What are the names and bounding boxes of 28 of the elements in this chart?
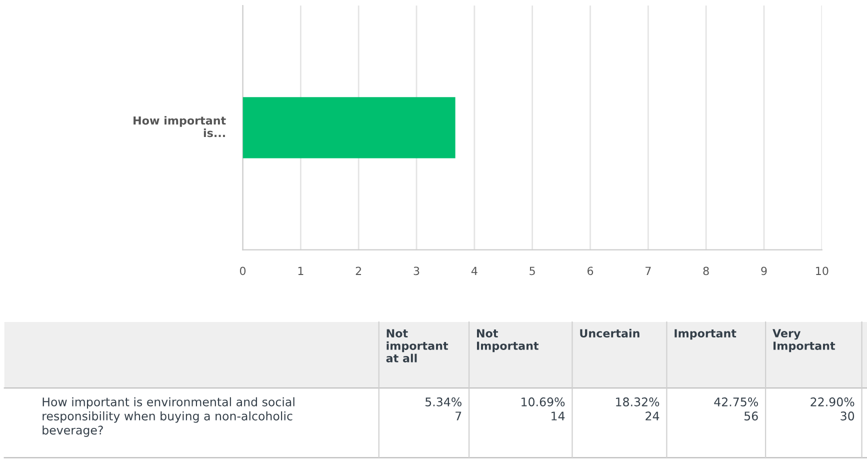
text: How important is environmental and social responsibility when buying a non-alcoholic beverage? xyxy=(42,397,294,437)
text: 24 xyxy=(646,412,660,420)
text: Uncertain xyxy=(580,328,640,338)
x-tick-label: 0 xyxy=(240,266,246,276)
x-tick-label: 1 xyxy=(298,266,304,275)
text: 5.34% xyxy=(426,397,462,406)
text: 56 xyxy=(744,412,758,420)
text: 14 xyxy=(552,412,565,420)
x-tick-label: 9 xyxy=(761,266,767,276)
text: 18.32% xyxy=(616,397,660,406)
y-tick-label: How important is... xyxy=(134,116,226,138)
text: Not Important xyxy=(477,329,539,352)
x-tick-label: 8 xyxy=(703,266,709,276)
x-tick-label: 6 xyxy=(587,266,594,276)
text: Very Important xyxy=(772,329,836,352)
x-tick-label: 2 xyxy=(356,266,362,275)
x-tick-label: 7 xyxy=(646,266,651,275)
x-tick-label: 3 xyxy=(414,266,420,276)
x-tick-label: 10 xyxy=(816,266,828,276)
text: Not important at all xyxy=(386,329,448,362)
text: 22.90% xyxy=(810,397,854,406)
x-tick-label: 4 xyxy=(471,266,478,275)
text: 10.69% xyxy=(522,397,565,406)
x-tick-label: 5 xyxy=(530,266,535,276)
text: 7 xyxy=(456,412,462,420)
text: 30 xyxy=(840,412,854,420)
text: Important xyxy=(674,329,736,340)
text: 42.75% xyxy=(714,397,758,406)
